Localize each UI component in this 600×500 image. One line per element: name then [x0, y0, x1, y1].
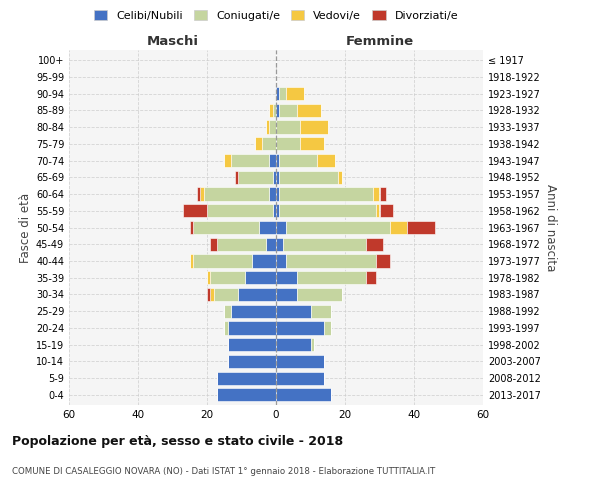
Bar — [256, 137, 262, 150]
Bar — [376, 204, 379, 218]
Bar — [296, 288, 341, 301]
Bar — [276, 322, 325, 334]
Bar — [193, 221, 259, 234]
Bar — [283, 238, 365, 251]
Bar — [276, 288, 296, 301]
Bar — [183, 204, 207, 218]
Bar — [207, 204, 272, 218]
Bar — [276, 254, 286, 268]
Bar — [272, 170, 276, 184]
Bar — [280, 154, 317, 167]
Bar — [276, 338, 311, 351]
Bar — [276, 221, 286, 234]
Y-axis label: Fasce di età: Fasce di età — [19, 192, 32, 262]
Bar — [211, 238, 217, 251]
Bar — [217, 388, 276, 402]
Bar — [228, 338, 276, 351]
Bar — [231, 154, 269, 167]
Bar — [231, 304, 276, 318]
Bar — [276, 204, 280, 218]
Bar — [380, 188, 386, 200]
Bar — [286, 254, 376, 268]
Bar — [269, 120, 276, 134]
Bar — [269, 188, 276, 200]
Bar — [276, 137, 300, 150]
Bar — [311, 304, 331, 318]
Bar — [203, 188, 269, 200]
Bar — [276, 304, 311, 318]
Bar — [276, 372, 325, 384]
Bar — [276, 170, 280, 184]
Bar — [252, 254, 276, 268]
Bar — [366, 271, 376, 284]
Bar — [390, 221, 407, 234]
Bar — [280, 204, 376, 218]
Bar — [200, 188, 203, 200]
Bar — [211, 288, 214, 301]
Bar — [224, 154, 231, 167]
Bar — [380, 204, 394, 218]
Bar — [235, 170, 238, 184]
Bar — [276, 87, 280, 100]
Bar — [217, 238, 266, 251]
Bar — [276, 271, 296, 284]
Bar — [224, 304, 231, 318]
Bar — [238, 170, 272, 184]
Bar — [245, 271, 276, 284]
Bar — [300, 120, 328, 134]
Bar — [228, 355, 276, 368]
Bar — [214, 288, 238, 301]
Bar — [296, 104, 321, 117]
Bar — [269, 104, 272, 117]
Bar — [276, 120, 300, 134]
Bar — [325, 322, 331, 334]
Bar — [280, 170, 338, 184]
Bar — [286, 221, 390, 234]
Bar — [286, 87, 304, 100]
Bar — [311, 338, 314, 351]
Bar — [211, 271, 245, 284]
Bar — [193, 254, 252, 268]
Bar — [276, 238, 283, 251]
Bar — [338, 170, 341, 184]
Bar — [280, 104, 296, 117]
Bar — [269, 154, 276, 167]
Bar — [272, 104, 276, 117]
Bar — [376, 254, 390, 268]
Bar — [207, 271, 211, 284]
Bar — [224, 322, 228, 334]
Bar — [272, 204, 276, 218]
Bar — [262, 137, 276, 150]
Text: Maschi: Maschi — [146, 36, 199, 49]
Bar — [276, 104, 280, 117]
Bar — [190, 254, 193, 268]
Bar — [296, 271, 366, 284]
Bar — [280, 188, 373, 200]
Bar — [207, 288, 211, 301]
Bar — [266, 238, 276, 251]
Legend: Celibi/Nubili, Coniugati/e, Vedovi/e, Divorziati/e: Celibi/Nubili, Coniugati/e, Vedovi/e, Di… — [89, 6, 463, 25]
Bar — [190, 221, 193, 234]
Text: Popolazione per età, sesso e stato civile - 2018: Popolazione per età, sesso e stato civil… — [12, 435, 343, 448]
Bar — [276, 388, 331, 402]
Bar — [300, 137, 324, 150]
Bar — [197, 188, 200, 200]
Text: Femmine: Femmine — [346, 36, 413, 49]
Bar — [276, 188, 280, 200]
Bar — [266, 120, 269, 134]
Bar — [366, 238, 383, 251]
Y-axis label: Anni di nascita: Anni di nascita — [544, 184, 557, 271]
Bar — [217, 372, 276, 384]
Bar — [238, 288, 276, 301]
Bar — [259, 221, 276, 234]
Bar — [228, 322, 276, 334]
Bar — [407, 221, 434, 234]
Bar — [317, 154, 335, 167]
Bar — [373, 188, 379, 200]
Text: COMUNE DI CASALEGGIO NOVARA (NO) - Dati ISTAT 1° gennaio 2018 - Elaborazione TUT: COMUNE DI CASALEGGIO NOVARA (NO) - Dati … — [12, 468, 435, 476]
Bar — [276, 355, 325, 368]
Bar — [276, 154, 280, 167]
Bar — [280, 87, 286, 100]
